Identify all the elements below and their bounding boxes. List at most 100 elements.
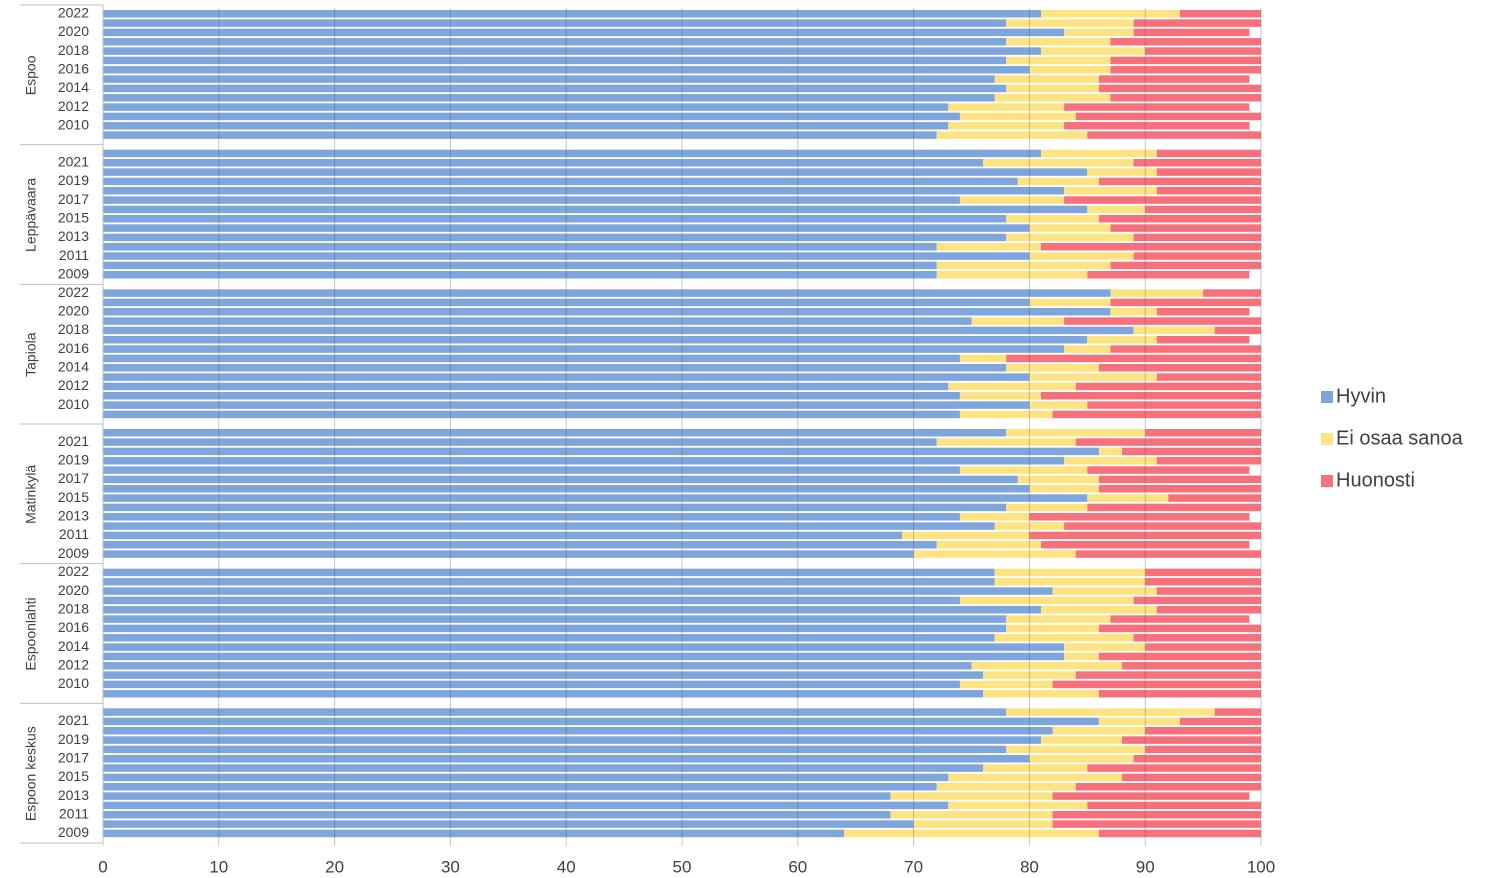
y-tick-label: 2018 [58, 321, 89, 337]
y-tick-label: 2013 [58, 507, 89, 523]
bar-segment [1087, 764, 1261, 772]
bar-segment [1064, 103, 1250, 111]
bar-segment [103, 401, 1030, 409]
bar-segment [103, 187, 1065, 195]
bar-segment [994, 75, 1099, 83]
bar-segment [948, 103, 1065, 111]
y-tick-label: 2015 [58, 209, 89, 225]
bar-segment [936, 783, 1076, 791]
x-tick-label: 50 [673, 857, 692, 876]
y-tick-label: 2013 [58, 228, 89, 244]
bar-segment [103, 354, 960, 363]
bar-segment [1006, 38, 1111, 46]
bar-segment [103, 447, 1099, 456]
bar-segment [1156, 457, 1261, 465]
bar-segment [103, 177, 1018, 186]
bar-segment [1145, 568, 1261, 577]
legend-swatch [1321, 433, 1333, 445]
bar-segment [844, 829, 1099, 838]
bar-segment [103, 801, 949, 810]
bar-segment [1133, 634, 1261, 642]
bar-segment [103, 550, 914, 558]
bar-segment [959, 354, 1007, 363]
bar-segment [103, 783, 937, 791]
bar-segment [103, 382, 949, 391]
bar-segment [994, 568, 1146, 577]
y-tick-label: 2009 [58, 545, 89, 561]
group-label: Espoonlahti [23, 597, 39, 670]
bar-segment [103, 345, 1065, 353]
bar-segment [103, 326, 1134, 335]
bar-segment [103, 513, 960, 521]
x-tick-label: 70 [904, 857, 923, 876]
bar-segment [1029, 485, 1099, 493]
y-tick-label: 2016 [58, 340, 89, 356]
y-tick-label: 2010 [58, 675, 89, 691]
bar-segment [1064, 643, 1146, 651]
bar-segment [1110, 38, 1261, 46]
bar-segment [103, 811, 891, 819]
bar-segment [1145, 47, 1261, 55]
y-tick-label: 2012 [58, 377, 89, 393]
bar-segment [1098, 829, 1261, 838]
y-tick-label: 2020 [58, 582, 89, 598]
y-tick-label: 2019 [58, 731, 89, 747]
bar-segment [1122, 662, 1261, 670]
bar-segment [103, 438, 937, 446]
bar-segment [1052, 587, 1157, 595]
y-tick-label: 2014 [58, 79, 89, 95]
bar-segment [1017, 177, 1099, 186]
bar-segment [1122, 447, 1261, 456]
bar-segment [103, 298, 1030, 307]
bar-segment [103, 19, 1007, 27]
bar-segment [1156, 308, 1250, 316]
bar-segment [1156, 149, 1261, 158]
bar-segment [1156, 187, 1261, 195]
bar-segment [959, 513, 1030, 521]
bar-segment [890, 792, 1053, 800]
bar-segment [103, 829, 845, 838]
bar-segment [103, 717, 1099, 726]
bar-segment [1145, 429, 1261, 437]
group-label: Espoon keskus [23, 726, 39, 821]
bar-segment [1017, 475, 1099, 484]
bar-segment [103, 457, 1065, 465]
bar-segment [103, 634, 995, 642]
bar-segment [103, 252, 1030, 260]
bar-segment [103, 587, 1053, 595]
bar-segment [1040, 47, 1146, 55]
bar-segment [983, 671, 1076, 679]
bar-segment [1179, 717, 1261, 726]
bar-segment [1098, 84, 1261, 93]
bar-segment [1145, 727, 1261, 735]
bar-segment [959, 680, 1053, 689]
y-tick-label: 2017 [58, 749, 89, 765]
bar-segment [1052, 820, 1261, 828]
bar-segment [1098, 624, 1261, 633]
bar-segment [1110, 308, 1157, 316]
bar-segment [103, 205, 1088, 214]
legend-label: Ei osaa sanoa [1336, 427, 1464, 449]
bar-segment [1006, 215, 1099, 223]
bar-segment [1029, 373, 1157, 381]
bar-segment [103, 522, 995, 530]
bar-segment [1064, 317, 1261, 325]
bar-segment [1052, 727, 1146, 735]
bar-segment [103, 84, 1007, 93]
bar-segment [959, 410, 1053, 419]
bar-segment [103, 149, 1041, 158]
bar-segment [103, 47, 1041, 55]
bar-segment [103, 410, 960, 419]
bar-segment [1075, 438, 1261, 446]
y-tick-label: 2014 [58, 638, 89, 654]
y-tick-label: 2014 [58, 358, 89, 374]
bar-segment [1006, 624, 1099, 633]
bar-segment [994, 634, 1134, 642]
bar-segment [936, 541, 1041, 549]
bar-segment [1040, 541, 1250, 549]
bar-segment [103, 364, 1007, 372]
y-tick-label: 2019 [58, 451, 89, 467]
y-tick-label: 2011 [59, 805, 89, 821]
bar-segment [948, 382, 1076, 391]
